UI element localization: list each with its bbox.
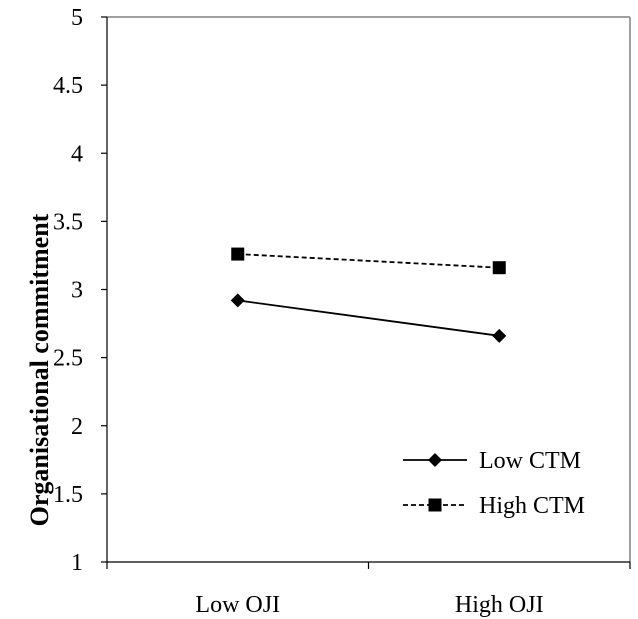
plot-area bbox=[106, 16, 631, 563]
legend-item: Low CTM bbox=[403, 448, 581, 474]
series-line bbox=[237, 253, 500, 269]
x-axis-ticks: Low OJI High OJI bbox=[106, 562, 631, 618]
series-0 bbox=[230, 293, 507, 343]
y-tick-label: 4 bbox=[71, 141, 83, 167]
y-tick-label: 3 bbox=[71, 278, 83, 304]
legend: Low CTM High CTM bbox=[403, 448, 585, 519]
y-tick-label: 1 bbox=[71, 550, 83, 576]
legend-item: High CTM bbox=[403, 493, 585, 519]
y-tick-label: 4.5 bbox=[53, 73, 83, 99]
y-tick-label: 3.5 bbox=[53, 209, 83, 235]
series-layer bbox=[230, 247, 507, 343]
data-point bbox=[492, 261, 506, 275]
y-axis-title: Organisational commitment bbox=[25, 213, 54, 526]
series-line bbox=[237, 299, 500, 337]
series-1 bbox=[231, 247, 506, 275]
legend-label: High CTM bbox=[479, 493, 585, 519]
y-tick-label: 2 bbox=[71, 414, 83, 440]
y-axis-ticks: 1 1.5 2 2.5 3 3.5 4 4.5 5 bbox=[53, 5, 107, 576]
y-tick-label: 1.5 bbox=[53, 482, 83, 508]
x-tick-label: Low OJI bbox=[195, 592, 280, 618]
x-tick-label: High OJI bbox=[455, 592, 544, 618]
data-point bbox=[230, 293, 245, 308]
data-point bbox=[231, 247, 245, 261]
y-tick-label: 2.5 bbox=[53, 346, 83, 372]
data-point bbox=[492, 328, 507, 343]
legend-marker bbox=[428, 498, 442, 512]
legend-marker bbox=[428, 453, 442, 467]
y-tick-label: 5 bbox=[71, 5, 83, 31]
legend-label: Low CTM bbox=[479, 448, 581, 474]
